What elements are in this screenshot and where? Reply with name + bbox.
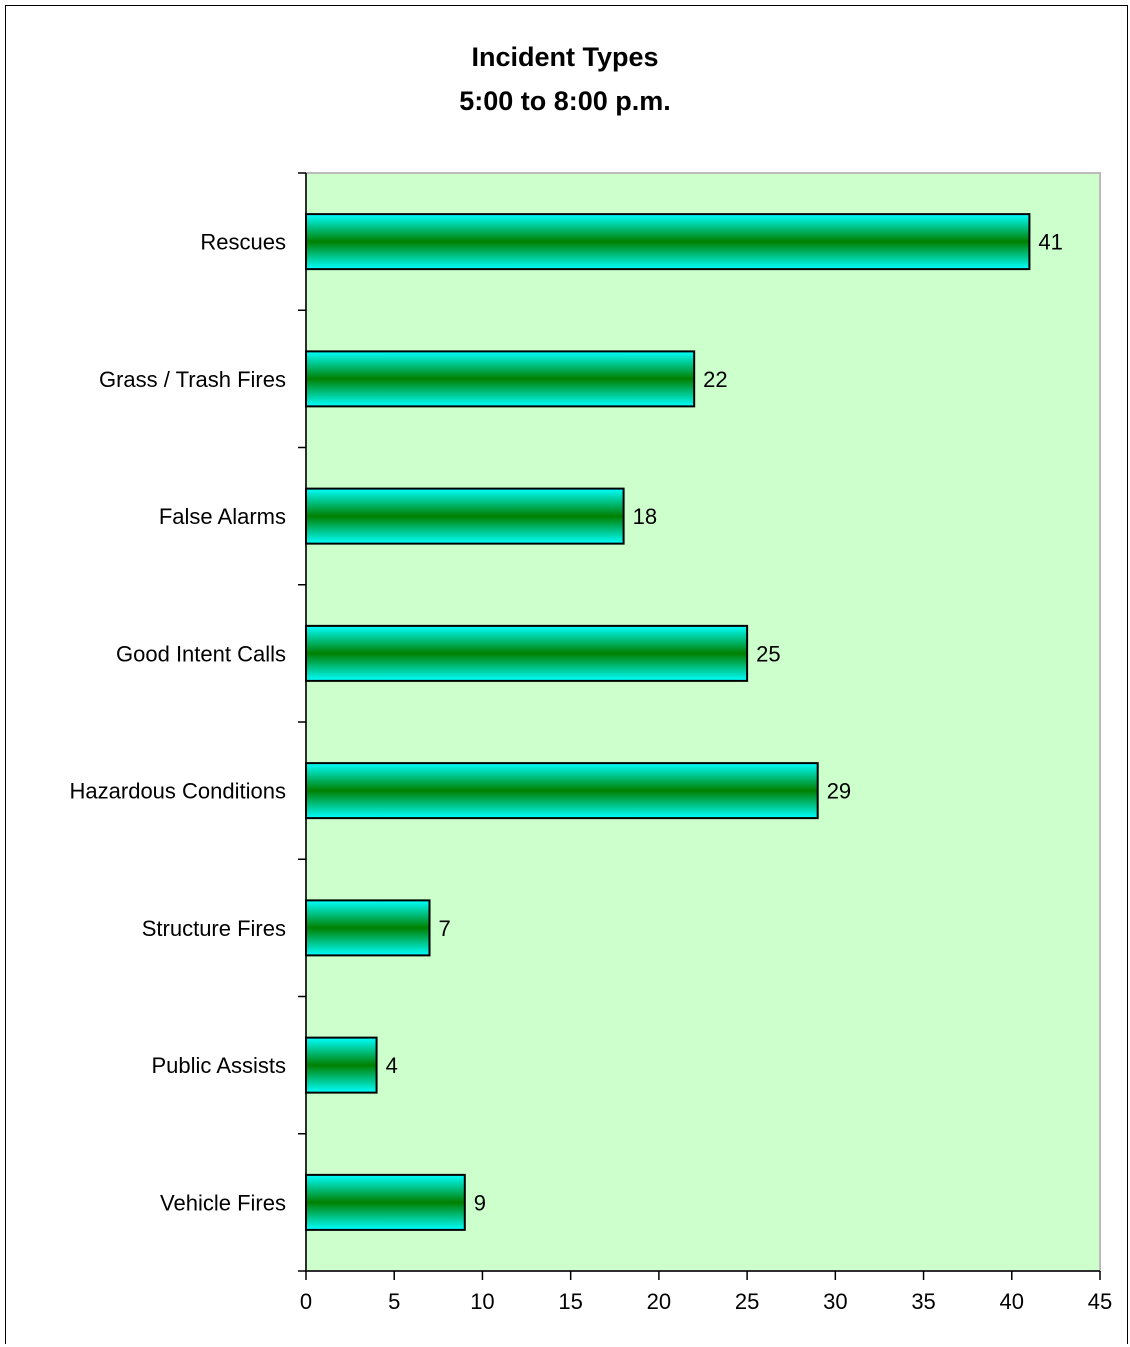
x-tick-label-3: 15	[558, 1289, 582, 1314]
category-label-7: Vehicle Fires	[160, 1190, 286, 1215]
x-tick-label-5: 25	[735, 1289, 759, 1314]
bar-7	[305, 1173, 466, 1231]
bar-2	[305, 487, 625, 545]
data-label-7: 9	[474, 1190, 486, 1215]
bar-1	[305, 350, 696, 408]
data-label-5: 7	[439, 916, 451, 941]
category-label-6: Public Assists	[152, 1053, 287, 1078]
x-tick-label-9: 45	[1088, 1289, 1112, 1314]
category-label-5: Structure Fires	[142, 916, 286, 941]
data-label-1: 22	[703, 367, 727, 392]
bar-5	[305, 899, 431, 957]
category-label-3: Good Intent Calls	[116, 641, 286, 666]
bar-4	[305, 762, 819, 820]
x-tick-label-1: 5	[388, 1289, 400, 1314]
chart-frame	[5, 5, 1128, 1344]
category-label-1: Grass / Trash Fires	[99, 367, 286, 392]
x-tick-label-8: 40	[1000, 1289, 1024, 1314]
bar-3	[305, 624, 749, 682]
category-label-2: False Alarms	[159, 504, 286, 529]
x-tick-label-6: 30	[823, 1289, 847, 1314]
category-label-4: Hazardous Conditions	[70, 779, 286, 804]
data-label-2: 18	[633, 504, 657, 529]
x-tick-label-0: 0	[300, 1289, 312, 1314]
category-label-0: Rescues	[200, 230, 286, 255]
x-tick-label-2: 10	[470, 1289, 494, 1314]
chart-subtitle: 5:00 to 8:00 p.m.	[459, 86, 671, 116]
plot-area	[305, 172, 1101, 1272]
bar-0	[305, 213, 1031, 271]
x-tick-label-7: 35	[911, 1289, 935, 1314]
data-label-0: 41	[1038, 230, 1062, 255]
chart-title: Incident Types	[471, 42, 659, 72]
x-tick-label-4: 20	[647, 1289, 671, 1314]
data-label-4: 29	[827, 779, 851, 804]
data-label-6: 4	[386, 1053, 398, 1078]
bar-6	[305, 1036, 378, 1094]
data-label-3: 25	[756, 641, 780, 666]
